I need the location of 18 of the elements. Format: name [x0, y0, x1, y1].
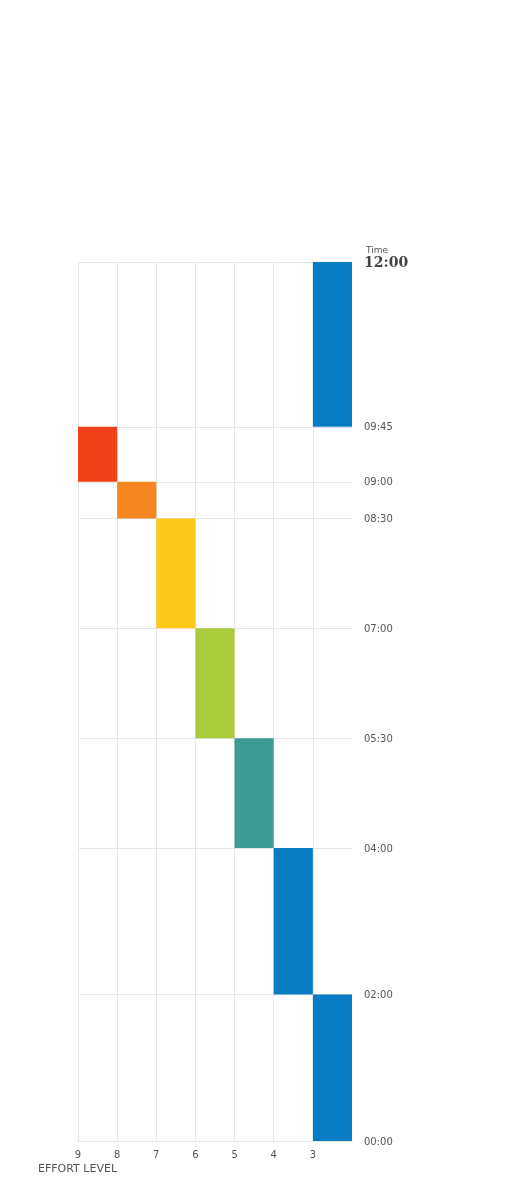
x-tick-label: 5	[231, 1148, 238, 1160]
y-axis-title: Time	[365, 244, 389, 255]
x-tick-label: 8	[113, 1148, 121, 1160]
y-tick-label: 02:00	[364, 989, 393, 1000]
x-tick-label: 6	[192, 1148, 199, 1160]
y-tick-label: 00:00	[364, 1135, 393, 1147]
x-axis-title: EFFORT LEVEL	[38, 1162, 118, 1175]
x-tick-label: 3	[309, 1148, 317, 1160]
y-tick-label: 05:30	[364, 732, 393, 744]
x-tick-label: 4	[270, 1148, 277, 1160]
y-tick-label: 09:45	[364, 421, 393, 433]
y-tick-label: 12:00	[364, 254, 409, 270]
x-tick-label: 9	[74, 1148, 82, 1160]
y-tick-label: 07:00	[364, 622, 393, 634]
y-tick-label: 09:00	[364, 476, 393, 488]
x-tick-label: 7	[153, 1148, 160, 1160]
y-tick-label: 04:00	[364, 842, 393, 854]
y-tick-label: 08:30	[364, 512, 393, 524]
